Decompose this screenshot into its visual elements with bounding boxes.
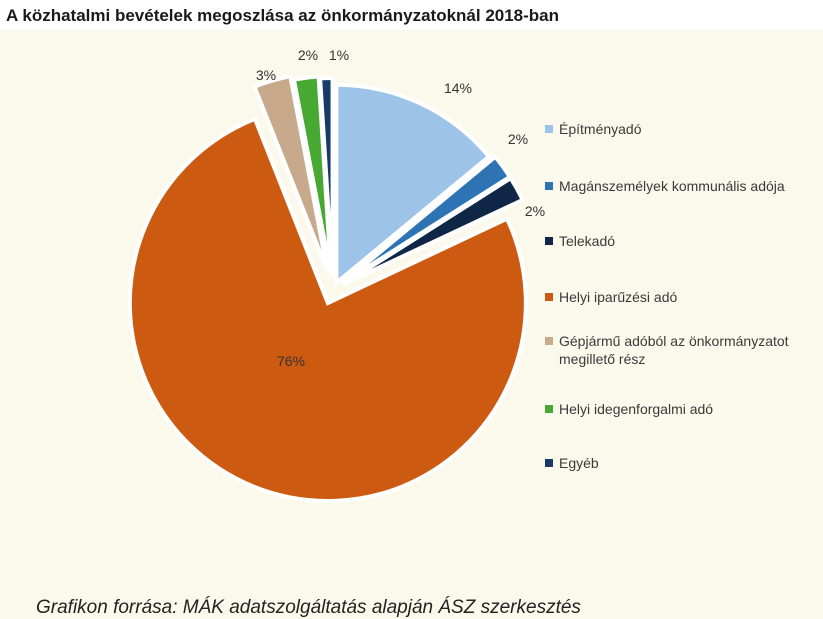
legend-item: Magánszemélyek kommunális adója	[545, 177, 785, 195]
legend-item: Helyi iparűzési adó	[545, 288, 677, 306]
legend-swatch	[545, 405, 553, 413]
legend-item: Helyi idegenforgalmi adó	[545, 400, 713, 418]
legend-item: Telekadó	[545, 232, 615, 250]
legend-swatch	[545, 337, 553, 345]
pie-slice-label-1: 14%	[444, 80, 472, 96]
pie-slice-label-4: 76%	[277, 353, 305, 369]
legend-swatch	[545, 182, 553, 190]
pie-slice-3	[342, 175, 526, 287]
legend-item: Építményadó	[545, 120, 642, 138]
legend-item: Gépjármű adóból az önkormányzatot megill…	[545, 332, 823, 368]
legend-label: Telekadó	[559, 233, 616, 249]
pie-slice-label-2: 2%	[508, 131, 528, 147]
legend-label: Helyi idegenforgalmi adó	[559, 401, 714, 417]
pie-slice-label-3: 2%	[525, 203, 545, 219]
pie-slice-label-6: 2%	[298, 47, 318, 63]
pie-slice-4	[127, 116, 528, 504]
chart-source-caption: Grafikon forrása: MÁK adatszolgáltatás a…	[36, 597, 581, 618]
pie-slice-label-5: 3%	[256, 67, 276, 83]
legend-label: Gépjármű adóból az önkormányzatot megill…	[559, 333, 789, 367]
chart-title: A közhatalmi bevételek megoszlása az önk…	[6, 6, 560, 25]
legend-swatch	[545, 237, 553, 245]
pie-slice-label-7: 1%	[329, 47, 349, 63]
legend-label: Építményadó	[559, 121, 642, 137]
pie-slice-7	[318, 76, 335, 277]
legend-swatch	[545, 125, 553, 133]
pie-slice-1	[334, 82, 492, 288]
legend-swatch	[545, 293, 553, 301]
legend-swatch	[545, 459, 553, 467]
legend-label: Helyi iparűzési adó	[559, 289, 678, 305]
title-band	[0, 0, 823, 30]
legend-label: Egyéb	[559, 455, 599, 471]
pie-slice-5	[251, 73, 330, 272]
legend-label: Magánszemélyek kommunális adója	[559, 178, 785, 194]
legend-item: Egyéb	[545, 454, 599, 472]
